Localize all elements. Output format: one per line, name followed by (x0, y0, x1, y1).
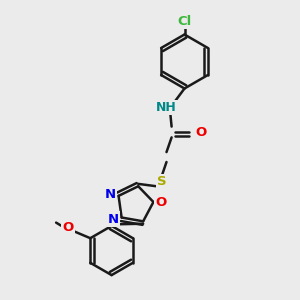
Text: NH: NH (156, 101, 177, 114)
Text: S: S (157, 175, 166, 188)
Text: O: O (155, 196, 167, 208)
Text: O: O (62, 221, 74, 234)
Text: O: O (195, 125, 207, 139)
Text: N: N (108, 212, 119, 226)
Text: Cl: Cl (177, 15, 192, 28)
Text: N: N (105, 188, 116, 201)
